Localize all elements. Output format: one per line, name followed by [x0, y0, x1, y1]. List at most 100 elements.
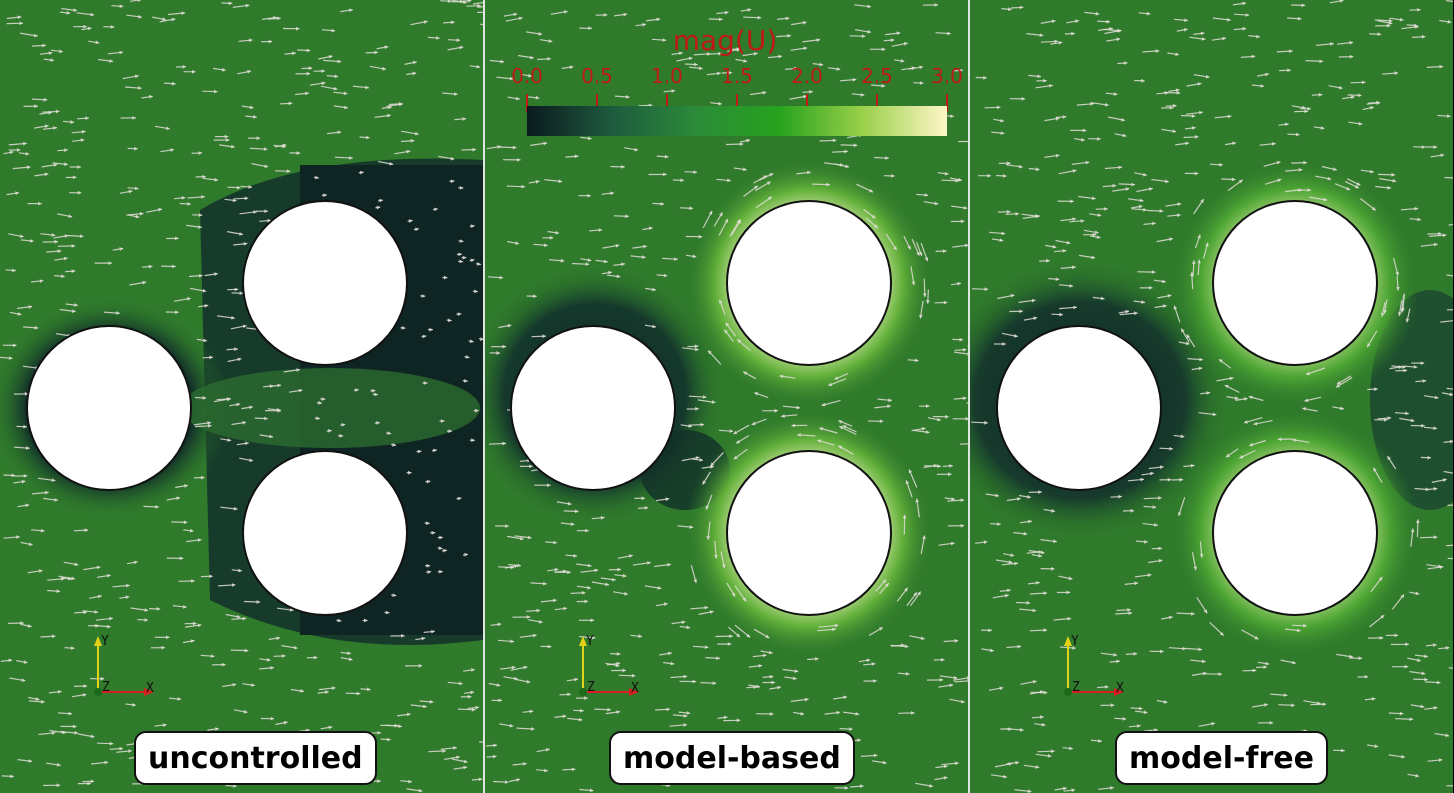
velocity-arrow-head: [1149, 285, 1153, 290]
velocity-arrow-head: [1181, 328, 1185, 333]
velocity-arrow-head: [253, 115, 257, 119]
velocity-arrow-head: [42, 43, 46, 48]
velocity-arrow-head: [464, 378, 468, 383]
velocity-arrow-head: [321, 69, 325, 73]
velocity-arrow-head: [724, 10, 729, 15]
velocity-arrow-head: [1190, 463, 1195, 468]
velocity-arrow-head: [695, 456, 700, 460]
velocity-arrow-head: [171, 81, 176, 86]
velocity-arrow-head: [809, 90, 813, 94]
velocity-arrow-head: [538, 31, 542, 36]
velocity-arrow-head: [1106, 19, 1110, 24]
velocity-arrow-head: [356, 691, 361, 696]
velocity-arrow-head: [467, 694, 472, 699]
velocity-arrow-head: [665, 497, 670, 502]
velocity-arrow-head: [616, 710, 620, 714]
velocity-arrow-head: [447, 0, 452, 3]
velocity-arrow-head: [765, 634, 770, 638]
velocity-arrow-head: [844, 786, 849, 790]
velocity-arrow-head: [1138, 204, 1143, 209]
velocity-arrow-head: [1159, 465, 1164, 470]
velocity-arrow-head: [64, 162, 68, 167]
velocity-arrow-head: [587, 563, 592, 568]
velocity-arrow-head: [95, 40, 100, 45]
velocity-arrow-head: [882, 579, 887, 584]
velocity-arrow: [953, 351, 968, 355]
velocity-arrow-head: [377, 731, 381, 735]
velocity-arrow-head: [1096, 235, 1101, 239]
velocity-arrow-head: [1336, 383, 1340, 388]
axis-x-label: X: [631, 681, 639, 696]
cylinder-top: [1212, 200, 1378, 366]
velocity-arrow-head: [945, 414, 949, 419]
velocity-arrow-head: [838, 420, 843, 424]
velocity-arrow-head: [581, 590, 586, 595]
velocity-arrow-head: [1109, 27, 1113, 31]
velocity-arrow-head: [387, 737, 391, 742]
velocity-arrow-head: [1001, 231, 1006, 236]
velocity-arrow-head: [462, 117, 467, 121]
velocity-arrow-head: [543, 243, 548, 248]
velocity-arrow-head: [753, 52, 758, 56]
velocity-arrow-head: [200, 475, 205, 480]
velocity-arrow-head: [1198, 647, 1202, 652]
velocity-arrow-head: [885, 583, 889, 587]
velocity-arrow-head: [1199, 357, 1203, 362]
velocity-arrow-head: [184, 484, 188, 488]
velocity-arrow-head: [107, 624, 111, 629]
velocity-arrow-head: [1014, 561, 1018, 566]
velocity-arrow-head: [1306, 371, 1310, 376]
velocity-arrow-head: [443, 275, 448, 280]
velocity-arrow-head: [209, 355, 213, 360]
velocity-arrow-head: [207, 421, 211, 425]
velocity-arrow-head: [8, 658, 13, 663]
velocity-arrow-head: [1401, 365, 1406, 369]
velocity-arrow-head: [427, 570, 432, 574]
velocity-arrow-head: [277, 408, 282, 413]
colorbar-tick-label: 0.0: [511, 64, 543, 88]
velocity-arrow-head: [134, 74, 139, 79]
velocity-arrow-head: [1051, 508, 1055, 513]
velocity-arrow-head: [1296, 628, 1301, 633]
velocity-arrow-head: [264, 164, 269, 168]
velocity-arrow-head: [817, 439, 822, 443]
velocity-arrow-head: [1158, 558, 1163, 563]
velocity-arrow-head: [663, 172, 667, 177]
velocity-arrow-head: [1349, 40, 1353, 45]
velocity-arrow-head: [1095, 11, 1100, 16]
velocity-arrow-head: [1433, 486, 1438, 491]
velocity-arrow-head: [239, 232, 243, 236]
velocity-arrow-head: [879, 419, 884, 424]
velocity-arrow-head: [1232, 141, 1236, 146]
velocity-arrow-head: [177, 697, 182, 701]
velocity-arrow-head: [459, 259, 464, 264]
velocity-arrow-head: [600, 515, 605, 520]
velocity-arrow-head: [1043, 78, 1047, 83]
velocity-arrow-head: [1373, 467, 1377, 472]
colorbar-tick-mark: [946, 94, 948, 112]
velocity-arrow-head: [379, 198, 383, 203]
velocity-arrow-head: [718, 101, 722, 106]
velocity-arrow-head: [816, 38, 821, 42]
velocity-arrow-head: [1039, 690, 1044, 694]
velocity-arrow-head: [698, 234, 703, 239]
velocity-arrow-head: [1167, 294, 1172, 298]
velocity-arrow-head: [929, 783, 933, 788]
velocity-arrow-head: [243, 709, 248, 714]
velocity-arrow-head: [71, 244, 76, 248]
velocity-arrow-head: [505, 524, 509, 528]
velocity-arrow-head: [949, 464, 953, 468]
velocity-arrow-head: [25, 151, 30, 156]
velocity-arrow-head: [1447, 19, 1452, 24]
velocity-arrow-head: [1055, 277, 1060, 282]
velocity-arrow-head: [1032, 608, 1037, 613]
velocity-arrow-head: [471, 668, 475, 672]
velocity-arrow-head: [1276, 160, 1281, 165]
velocity-arrow-head: [641, 255, 646, 259]
velocity-arrow-head: [1100, 296, 1105, 301]
velocity-arrow-head: [119, 746, 123, 751]
velocity-arrow-head: [1113, 652, 1117, 657]
velocity-arrow-head: [1283, 693, 1288, 697]
velocity-arrow-head: [504, 780, 509, 784]
velocity-arrow-head: [754, 392, 759, 396]
